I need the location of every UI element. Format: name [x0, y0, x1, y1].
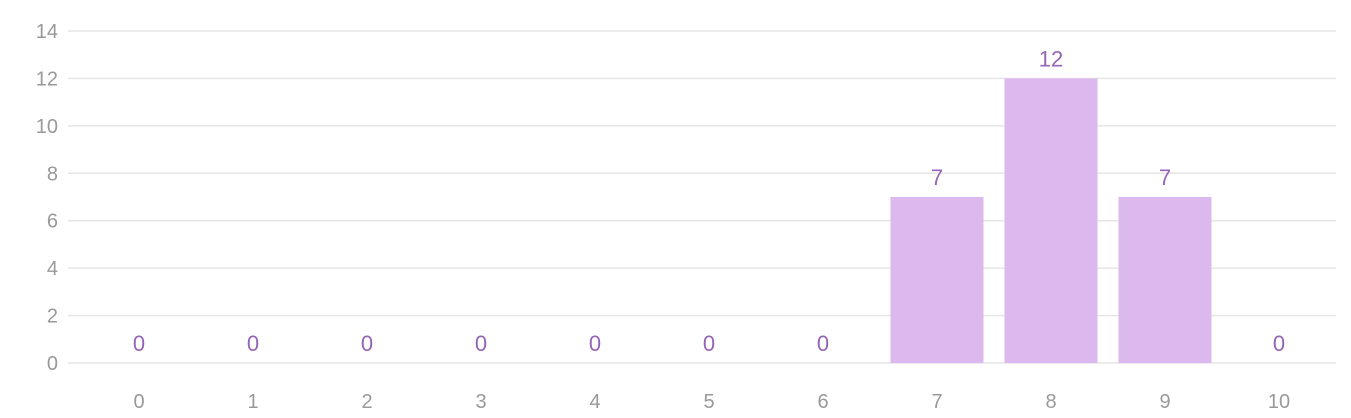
x-tick-label: 9	[1159, 391, 1170, 413]
data-label: 0	[133, 331, 145, 356]
y-tick-label: 10	[36, 116, 58, 138]
y-tick-label: 4	[47, 258, 58, 280]
data-label: 0	[703, 331, 715, 356]
x-axis: 0 1 2 3 4 5 6 7 8 9 10	[133, 391, 1290, 413]
x-tick-label: 6	[817, 391, 828, 413]
data-label: 7	[1159, 165, 1171, 190]
x-tick-label: 7	[931, 391, 942, 413]
data-label: 0	[475, 331, 487, 356]
data-label: 12	[1039, 46, 1063, 71]
bar	[1004, 78, 1098, 363]
x-tick-label: 0	[133, 391, 144, 413]
y-tick-label: 2	[47, 306, 58, 328]
x-tick-label: 8	[1045, 391, 1056, 413]
data-label: 0	[589, 331, 601, 356]
y-axis: 0 2 4 6 8 10 12 14	[36, 21, 58, 375]
bar	[890, 197, 984, 363]
y-tick-label: 14	[36, 21, 58, 43]
y-tick-label: 6	[47, 211, 58, 233]
y-tick-label: 12	[36, 68, 58, 90]
y-tick-label: 0	[47, 353, 58, 375]
x-tick-label: 4	[589, 391, 600, 413]
y-tick-label: 8	[47, 163, 58, 185]
x-tick-label: 10	[1268, 391, 1290, 413]
data-label: 0	[247, 331, 259, 356]
data-label: 0	[361, 331, 373, 356]
data-labels: 0 0 0 0 0 0 0 7 12 7 0	[133, 46, 1285, 356]
data-label: 0	[817, 331, 829, 356]
x-tick-label: 3	[475, 391, 486, 413]
x-tick-label: 5	[703, 391, 714, 413]
x-tick-label: 2	[361, 391, 372, 413]
grid	[68, 30, 1336, 364]
bars	[890, 78, 1212, 363]
data-label: 7	[931, 165, 943, 190]
x-tick-label: 1	[247, 391, 258, 413]
data-label: 0	[1273, 331, 1285, 356]
bar	[1118, 197, 1212, 363]
